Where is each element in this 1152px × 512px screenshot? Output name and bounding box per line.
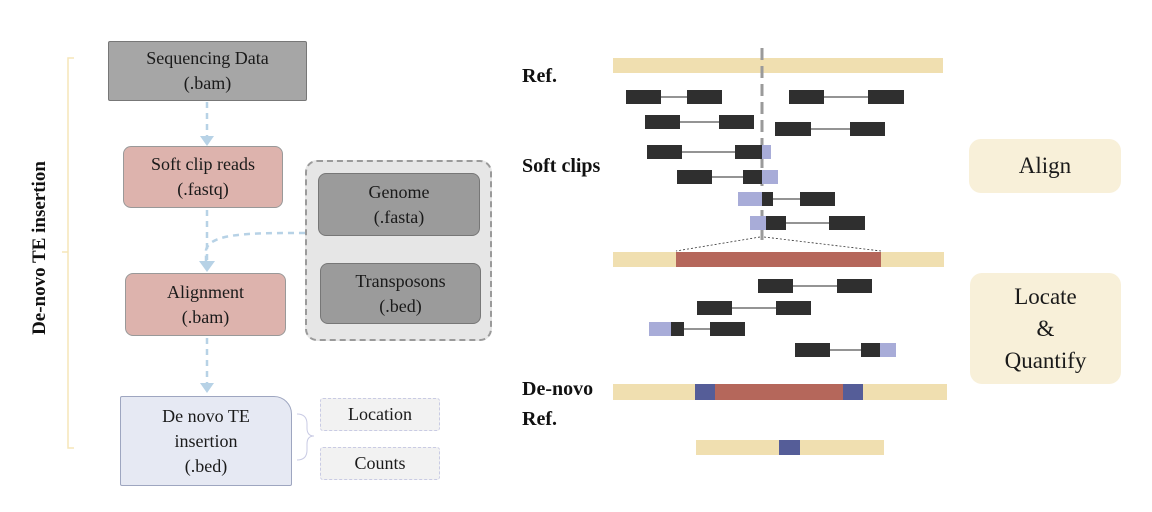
read-segment xyxy=(677,170,712,184)
align-stage-label: Align xyxy=(1018,153,1072,178)
soft-clip-segment xyxy=(750,216,766,230)
sequencing-data-ext: (.bam) xyxy=(183,73,232,93)
read-segment xyxy=(789,90,824,104)
read-segment xyxy=(861,343,880,357)
denovo-te-output-line1: De novo TE xyxy=(162,405,250,426)
read-segment xyxy=(837,279,872,293)
transposons-label: Transposons xyxy=(355,270,446,291)
read-segment xyxy=(645,115,680,129)
soft-clip-segment xyxy=(762,170,778,184)
junction-left xyxy=(695,384,715,400)
denovo-te-output-ext: (.bed) xyxy=(184,455,228,476)
soft-clip-segment xyxy=(649,322,671,336)
transposons-node: Transposons (.bed) xyxy=(320,263,481,324)
te-insert xyxy=(676,252,881,267)
read-segment xyxy=(626,90,661,104)
read-segment xyxy=(762,192,773,206)
sequencing-data-label: Sequencing Data xyxy=(146,48,269,68)
summary-junction xyxy=(779,440,800,455)
counts-label: Counts xyxy=(354,453,406,473)
counts-output: Counts xyxy=(320,447,440,480)
denovo-te-insert xyxy=(695,384,862,400)
alignment-node: Alignment (.bam) xyxy=(125,273,286,336)
junction-right xyxy=(843,384,863,400)
alignment-ext: (.bam) xyxy=(181,306,230,327)
transposons-ext: (.bed) xyxy=(379,295,422,316)
ref-label: Ref. xyxy=(522,65,557,87)
read-segment xyxy=(775,122,811,136)
read-segment xyxy=(795,343,830,357)
soft-clip-segment xyxy=(762,145,771,159)
genome-node: Genome (.fasta) xyxy=(318,173,480,236)
read-segment xyxy=(776,301,811,315)
softclip-reads-label: Soft clip reads xyxy=(151,154,255,174)
read-segment xyxy=(850,122,885,136)
read-segment xyxy=(671,322,684,336)
align-stage: Align xyxy=(969,139,1121,193)
soft-clips-label: Soft clips xyxy=(522,155,601,177)
reference-track xyxy=(613,58,943,73)
read-segment xyxy=(766,216,786,230)
location-label: Location xyxy=(348,404,412,424)
genome-label: Genome xyxy=(368,181,430,202)
read-segment xyxy=(719,115,754,129)
read-segment xyxy=(743,170,762,184)
arrow-refs-to-alignment xyxy=(204,231,306,262)
denovo-te-output-line2: insertion xyxy=(174,430,238,451)
sequencing-data-node: Sequencing Data (.bam) xyxy=(108,41,307,101)
alignment-label: Alignment xyxy=(167,281,244,302)
genome-ext: (.fasta) xyxy=(373,206,425,227)
locate-quantify-stage: Locate & Quantify xyxy=(970,273,1121,384)
denovo-label: De-novo xyxy=(522,378,594,400)
quantify-label: Quantify xyxy=(1004,347,1087,373)
ampersand-label: & xyxy=(1036,315,1055,341)
read-segment xyxy=(758,279,793,293)
location-output: Location xyxy=(320,398,440,431)
read-segment xyxy=(800,192,835,206)
softclip-reads-node: Soft clip reads (.fastq) xyxy=(123,146,283,208)
output-bracket xyxy=(296,413,315,461)
read-segment xyxy=(710,322,745,336)
softclip-reads-ext: (.fastq) xyxy=(177,179,229,199)
locate-label: Locate xyxy=(1014,283,1077,309)
read-segment xyxy=(735,145,762,159)
read-segment xyxy=(647,145,682,159)
read-segment xyxy=(687,90,722,104)
read-segment xyxy=(868,90,904,104)
soft-clip-segment xyxy=(880,343,896,357)
soft-clip-segment xyxy=(738,192,762,206)
denovo-ref-label: Ref. xyxy=(522,408,557,430)
read-segment xyxy=(829,216,865,230)
workflow-bracket xyxy=(62,57,74,449)
denovo-te-output-node: De novo TE insertion (.bed) xyxy=(120,396,292,486)
read-segment xyxy=(697,301,732,315)
